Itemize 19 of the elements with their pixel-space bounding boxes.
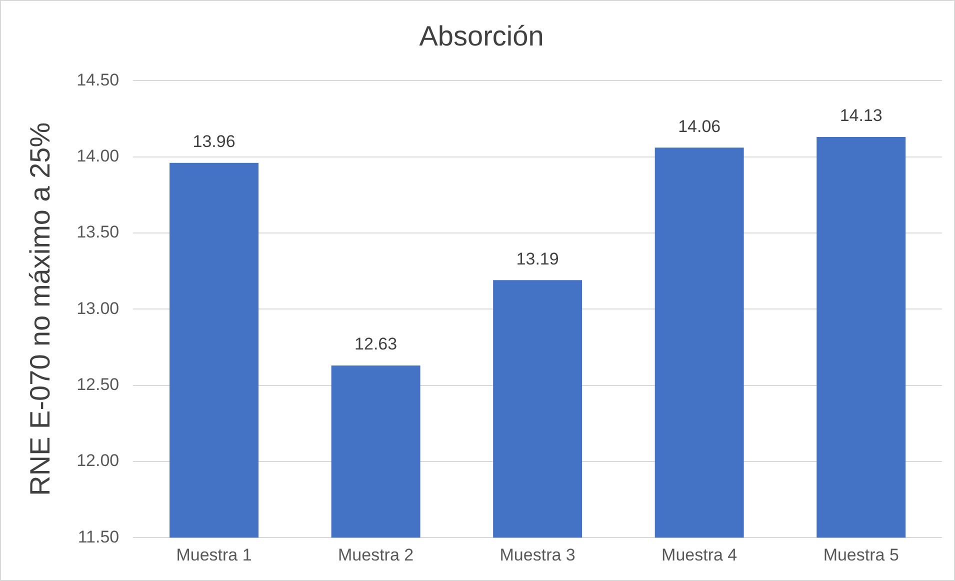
y-axis-title: RNE E-070 no máximo a 25% [24, 122, 56, 496]
y-tick-label: 14.00 [76, 146, 120, 166]
data-label: 13.19 [516, 249, 559, 268]
y-tick-label: 14.50 [76, 70, 120, 90]
data-label: 13.96 [192, 132, 236, 152]
data-label: 14.06 [678, 116, 721, 136]
y-tick-label: 11.50 [78, 527, 120, 546]
y-tick-label: 12.00 [76, 451, 120, 470]
y-tick-label: 13.00 [76, 298, 120, 318]
chart-title: Absorción [419, 20, 544, 52]
x-tick-label: Muestra 3 [500, 545, 576, 564]
data-label: 12.63 [354, 334, 398, 354]
y-tick-label: 13.50 [76, 222, 120, 242]
data-label: 14.13 [840, 106, 882, 126]
y-tick-label: 12.50 [76, 374, 120, 394]
x-tick-label: Muestra 4 [662, 545, 738, 564]
x-tick-label: Muestra 5 [823, 545, 899, 564]
x-tick-label: Muestra 2 [338, 545, 414, 564]
x-tick-label: Muestra 1 [176, 545, 252, 564]
